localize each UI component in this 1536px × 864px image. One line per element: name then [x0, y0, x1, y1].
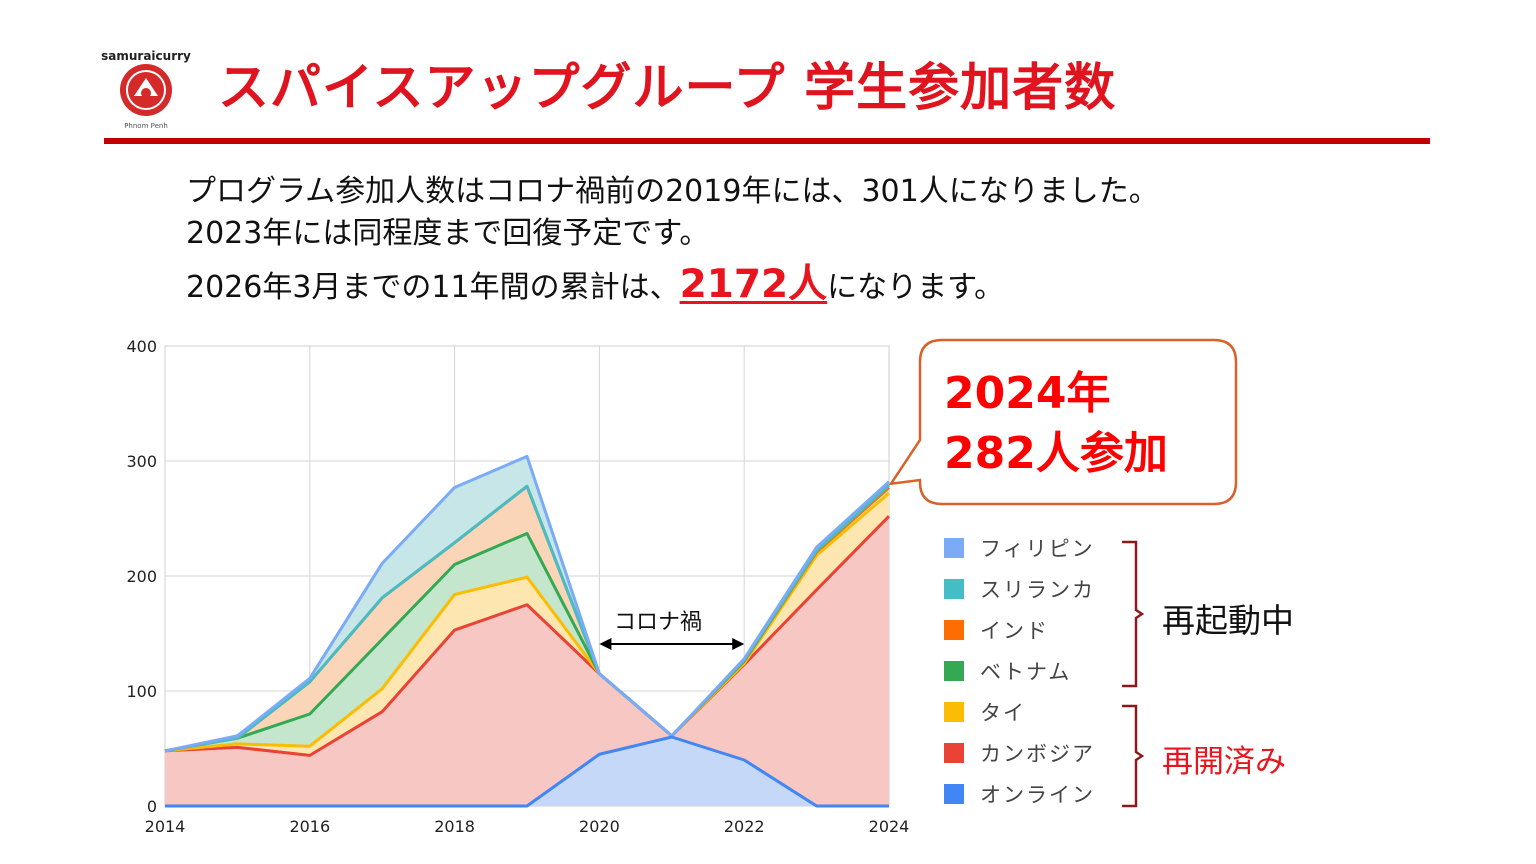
cumulative-total-highlight: 2172人	[679, 262, 828, 307]
line-カンボジア	[164, 515, 891, 757]
group-label-resumed: 再開済み	[1162, 744, 1286, 780]
legend-item: スリランカ	[944, 574, 1095, 604]
callout-year: 2024年	[944, 368, 1111, 419]
legend-label: フィリピン	[980, 537, 1095, 561]
legend-item: インド	[944, 615, 1049, 645]
intro-line-2: 2023年には同程度まで回復予定です。	[186, 216, 710, 251]
legend-item: フィリピン	[944, 533, 1095, 563]
legend-label: タイ	[980, 701, 1026, 725]
legend-swatch	[944, 620, 964, 640]
x-tick-label: 2020	[579, 817, 620, 836]
corona-arrow-right-head	[732, 638, 745, 650]
chart-areas	[165, 456, 889, 806]
callout-2024: 2024年 282人参加	[944, 364, 1168, 484]
x-tick-label: 2016	[289, 817, 330, 836]
bracket-resumed	[1122, 704, 1145, 808]
bracket-restarting	[1122, 540, 1145, 688]
group-label-restarting: 再起動中	[1162, 601, 1294, 640]
legend-swatch	[944, 661, 964, 681]
x-tick-label: 2018	[434, 817, 475, 836]
x-tick-label: 2014	[145, 817, 186, 836]
legend-label: ベトナム	[980, 660, 1072, 684]
title-divider	[104, 138, 1430, 144]
y-tick-label: 300	[126, 452, 157, 471]
page-title: スパイスアップグループ 学生参加者数	[218, 59, 1117, 118]
corona-arrow-left-head	[599, 638, 612, 650]
legend-swatch	[944, 743, 964, 763]
legend-item: タイ	[944, 697, 1026, 727]
intro-line-1: プログラム参加人数はコロナ禍前の2019年には、301人になりました。	[186, 174, 1159, 209]
area-オンライン	[165, 737, 889, 806]
x-tick-label: 2024	[869, 817, 910, 836]
samuraicurry-logo: samuraicurry Phnom Penh	[101, 49, 191, 130]
y-tick-label: 400	[126, 337, 157, 356]
line-フィリピン	[164, 454, 891, 753]
logo-subtext: Phnom Penh	[124, 122, 168, 130]
area-カンボジア	[165, 516, 889, 806]
corona-period-label: コロナ禍	[614, 610, 703, 635]
legend-label: インド	[980, 619, 1049, 643]
legend-swatch	[944, 579, 964, 599]
legend-label: カンボジア	[980, 742, 1095, 766]
line-オンライン	[165, 735, 889, 808]
legend-label: オンライン	[980, 783, 1095, 807]
callout-count: 282人参加	[944, 428, 1168, 479]
legend-swatch	[944, 784, 964, 804]
callout-bubble	[888, 338, 1238, 506]
intro-line-3: 2026年3月までの11年間の累計は、2172人になります。	[186, 253, 1004, 309]
legend-label: スリランカ	[980, 578, 1095, 602]
intro-line-3-before: 2026年3月までの11年間の累計は、	[186, 270, 680, 305]
samurai-helmet-icon	[134, 78, 158, 96]
chart-ticks: 0 100 200 300 400 2014 2016 2018 2020 2022 2024	[126, 337, 909, 836]
legend-item: ベトナム	[944, 656, 1071, 686]
y-tick-label: 0	[147, 797, 157, 816]
intro-line-3-after: になります。	[827, 270, 1005, 305]
y-tick-label: 100	[126, 682, 157, 701]
area-ベトナム	[165, 487, 889, 751]
logo-text: samuraicurry	[101, 49, 191, 63]
participants-area-chart: 0 100 200 300 400 2014 2016 2018 2020 2022 2024	[126, 337, 1238, 836]
legend-item: オンライン	[944, 779, 1095, 809]
legend-swatch	[944, 702, 964, 722]
legend-swatch	[944, 538, 964, 558]
chart-annotations	[599, 338, 1238, 808]
chart-lines	[164, 454, 891, 808]
y-tick-label: 200	[126, 567, 157, 586]
legend-item: カンボジア	[944, 738, 1095, 768]
x-tick-label: 2022	[724, 817, 765, 836]
